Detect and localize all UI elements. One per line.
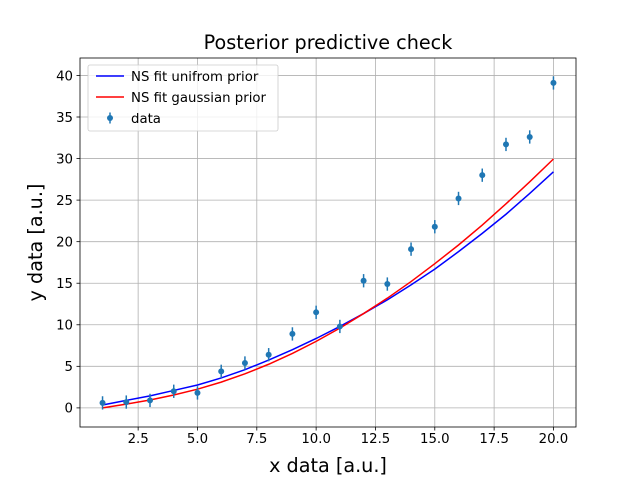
axis-ticks: 2.5 5.0 7.5 10.0 12.5 15.0 17.5 20.0 0 5 10 15 20 25 3… xyxy=(56,69,568,447)
data-point xyxy=(550,79,557,86)
data-point xyxy=(265,351,272,358)
y-tick-label: 15 xyxy=(56,277,73,292)
legend-box xyxy=(87,64,279,132)
data-point xyxy=(218,368,225,375)
uniform-prior-fit-line xyxy=(102,171,554,406)
y-tick-label: 10 xyxy=(56,319,73,334)
x-tick-label: 7.5 xyxy=(246,432,267,447)
legend-label: NS fit unifrom prior xyxy=(131,70,259,85)
data-point xyxy=(479,172,486,179)
data-point xyxy=(336,323,343,330)
data-point xyxy=(123,399,130,406)
legend-label: data xyxy=(131,112,161,127)
y-tick-label: 0 xyxy=(65,402,73,417)
y-tick-label: 35 xyxy=(56,111,73,126)
x-tick-label: 5.0 xyxy=(187,432,208,447)
data-point xyxy=(384,281,391,288)
y-tick-label: 40 xyxy=(56,69,73,84)
y-tick-label: 20 xyxy=(56,235,73,250)
y-axis-label: y data [a.u.] xyxy=(24,184,47,302)
data-point xyxy=(241,360,248,367)
y-tick-label: 30 xyxy=(56,152,73,167)
data-point xyxy=(194,389,201,396)
legend-label: NS fit gaussian prior xyxy=(131,91,267,106)
data-point xyxy=(526,133,533,140)
x-tick-label: 20.0 xyxy=(539,432,569,447)
data-point xyxy=(147,397,154,404)
legend: NS fit unifrom prior NS fit gaussian prio… xyxy=(87,64,279,132)
gaussian-prior-fit-line xyxy=(102,158,554,409)
legend-swatch-point xyxy=(107,115,113,121)
x-tick-label: 15.0 xyxy=(420,432,450,447)
x-tick-label: 2.5 xyxy=(128,432,149,447)
axes-frame xyxy=(79,57,577,428)
data-point xyxy=(455,195,462,202)
x-tick-label: 17.5 xyxy=(479,432,509,447)
data-point xyxy=(408,246,415,253)
x-tick-label: 12.5 xyxy=(361,432,391,447)
data-point xyxy=(360,277,367,284)
data-point xyxy=(170,388,177,395)
series-group xyxy=(99,76,557,410)
x-axis-label: x data [a.u.] xyxy=(269,454,387,477)
data-point xyxy=(313,309,320,316)
y-tick-label: 5 xyxy=(65,360,73,375)
data-point xyxy=(431,223,438,230)
y-tick-label: 25 xyxy=(56,194,73,209)
data-point xyxy=(502,141,509,148)
chart-title: Posterior predictive check xyxy=(204,31,454,54)
plot-area xyxy=(99,76,557,410)
x-tick-label: 10.0 xyxy=(301,432,331,447)
data-point xyxy=(289,330,296,337)
data-point xyxy=(99,399,106,406)
